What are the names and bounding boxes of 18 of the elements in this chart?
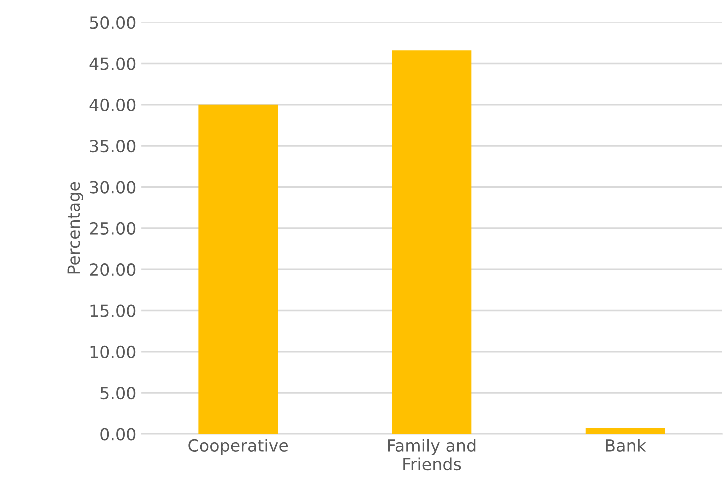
y-tick-label: 25.00: [90, 222, 136, 235]
y-tick-label: 0.00: [100, 428, 136, 441]
y-tick-label: 10.00: [90, 346, 136, 358]
y-tick-label: 30.00: [90, 181, 136, 194]
bar: [586, 428, 666, 434]
y-tick-label: 15.00: [90, 304, 136, 318]
y-tick-label: 50.00: [90, 16, 136, 30]
x-tick-label: Family and Friends: [388, 439, 476, 471]
x-tick-label: Bank: [606, 439, 646, 452]
y-axis-title: Percentage: [68, 182, 84, 274]
bar: [198, 104, 278, 434]
y-tick-label: 5.00: [100, 387, 136, 400]
bar: [392, 50, 472, 434]
y-tick-label: 20.00: [90, 264, 136, 276]
y-tick-label: 45.00: [90, 58, 136, 70]
y-tick-label: 35.00: [90, 140, 136, 153]
x-tick-label: Cooperative: [188, 439, 288, 456]
y-tick-label: 40.00: [90, 98, 136, 112]
